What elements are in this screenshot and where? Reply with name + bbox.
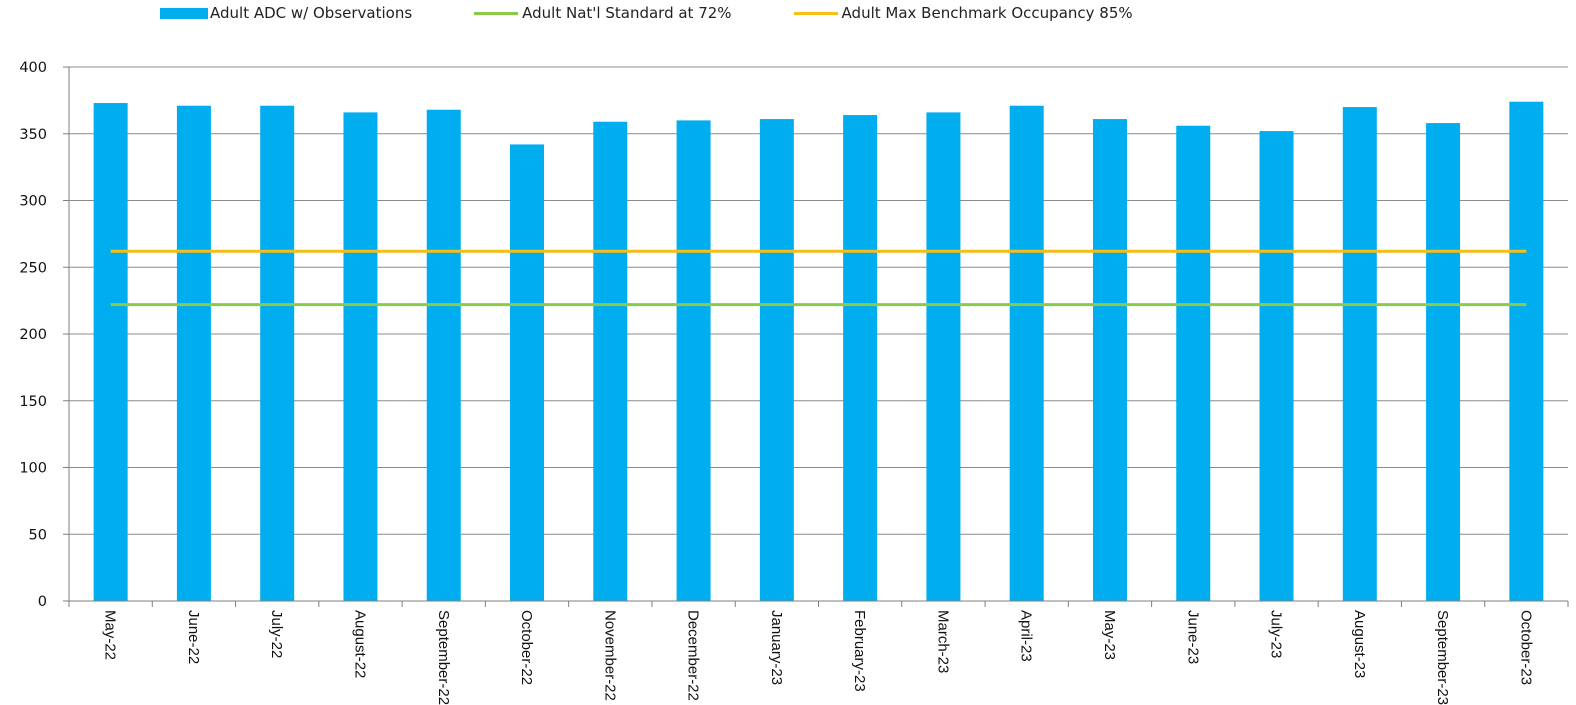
x-tick-label: January-23 <box>768 610 785 685</box>
bar-September-23[interactable] <box>1426 123 1461 601</box>
bars <box>93 101 1544 602</box>
x-tick-label: September-22 <box>435 610 452 705</box>
legend-swatch-natl-standard <box>474 11 519 15</box>
legend-label-natl-standard: Adult Nat'l Standard at 72% <box>522 4 732 22</box>
x-tick-label: December-22 <box>685 610 702 701</box>
bar-November-22[interactable] <box>593 121 628 602</box>
legend-label-adc: Adult ADC w/ Observations <box>210 4 413 22</box>
legend: Adult ADC w/ Observations Adult Nat'l St… <box>160 3 1195 23</box>
x-axis-ticks: May-22 June-22 July-22 August-22 September-2… <box>68 601 1569 705</box>
bar-May-23[interactable] <box>1092 119 1127 601</box>
x-tick-label: March-23 <box>934 610 951 673</box>
bar-July-23[interactable] <box>1259 131 1294 601</box>
legend-item-natl-standard[interactable]: Adult Nat'l Standard at 72% <box>474 4 732 22</box>
legend-item-adc[interactable]: Adult ADC w/ Observations <box>160 4 412 22</box>
y-tick-label: 0 <box>38 594 47 610</box>
legend-item-max-benchmark[interactable]: Adult Max Benchmark Occupancy 85% <box>793 4 1133 22</box>
x-tick-label: June-23 <box>1184 610 1201 664</box>
bar-December-22[interactable] <box>676 120 711 602</box>
reference-lines <box>110 249 1527 307</box>
y-tick-label: 350 <box>19 127 47 143</box>
bar-January-23[interactable] <box>759 119 794 601</box>
y-tick-label: 100 <box>19 461 47 477</box>
x-tick-label: February-23 <box>851 610 868 692</box>
bar-October-23[interactable] <box>1509 101 1544 602</box>
bar-August-22[interactable] <box>343 112 378 601</box>
bar-February-23[interactable] <box>843 115 878 601</box>
bar-October-22[interactable] <box>510 144 545 601</box>
bar-June-23[interactable] <box>1176 125 1211 602</box>
x-tick-label: June-22 <box>185 610 202 664</box>
legend-label-max-benchmark: Adult Max Benchmark Occupancy 85% <box>841 4 1133 22</box>
x-tick-label: October-23 <box>1517 610 1534 685</box>
x-tick-label: July-22 <box>268 610 285 658</box>
x-tick-label: October-22 <box>518 610 535 685</box>
bar-May-22[interactable] <box>93 103 128 602</box>
legend-swatch-adc <box>160 7 208 19</box>
y-tick-label: 150 <box>19 394 47 410</box>
y-tick-label: 50 <box>29 527 47 543</box>
x-tick-label: September-23 <box>1434 610 1451 705</box>
x-tick-label: May-23 <box>1101 610 1118 660</box>
bar-September-22[interactable] <box>426 109 461 601</box>
y-axis-ticks: 0 50 100 150 200 250 300 350 400 <box>19 60 69 610</box>
x-tick-label: August-23 <box>1351 610 1368 678</box>
x-tick-label: August-22 <box>351 610 368 678</box>
gridlines <box>69 66 1568 535</box>
x-tick-label: May-22 <box>102 610 119 660</box>
bar-April-23[interactable] <box>1009 105 1044 601</box>
y-tick-label: 200 <box>19 327 47 343</box>
y-tick-label: 300 <box>19 194 47 210</box>
x-tick-label: November-22 <box>601 610 618 701</box>
x-tick-label: April-23 <box>1018 610 1035 662</box>
bar-July-22[interactable] <box>260 105 295 601</box>
x-tick-label: July-23 <box>1268 610 1285 658</box>
y-tick-label: 250 <box>19 260 47 276</box>
bar-March-23[interactable] <box>926 112 961 601</box>
legend-swatch-max-benchmark <box>793 11 838 15</box>
y-tick-label: 400 <box>19 60 47 76</box>
bar-June-22[interactable] <box>176 105 211 601</box>
bar-August-23[interactable] <box>1342 107 1377 602</box>
